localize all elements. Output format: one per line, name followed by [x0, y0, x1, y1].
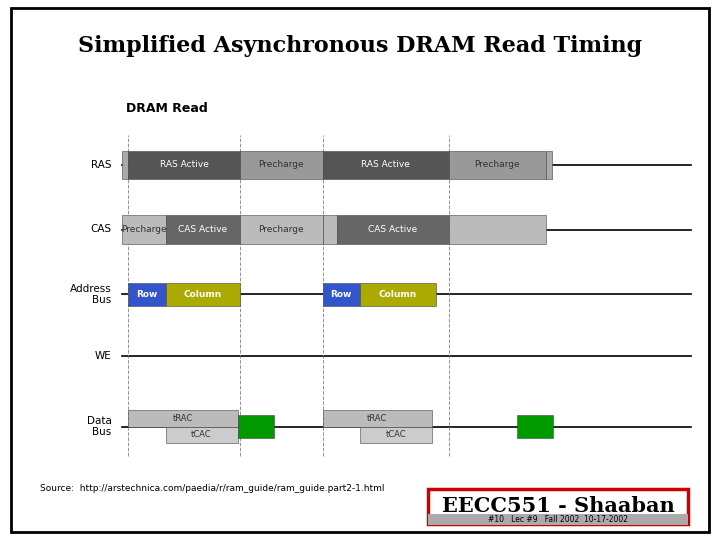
Text: tCAC: tCAC: [192, 430, 212, 439]
Bar: [323, 283, 360, 306]
Bar: [240, 215, 323, 244]
Text: Row: Row: [330, 290, 352, 299]
Text: RAS Active: RAS Active: [160, 160, 208, 169]
Text: Column: Column: [379, 290, 417, 299]
Text: EECC551 - Shaaban: EECC551 - Shaaban: [441, 496, 675, 516]
Bar: [428, 514, 688, 525]
Bar: [360, 283, 436, 306]
Text: CAS Active: CAS Active: [368, 225, 418, 234]
Bar: [337, 215, 449, 244]
Bar: [323, 410, 432, 427]
Bar: [166, 283, 240, 306]
Bar: [238, 415, 274, 438]
Bar: [360, 427, 432, 443]
Bar: [323, 215, 337, 244]
Bar: [128, 283, 166, 306]
Bar: [128, 151, 240, 179]
Text: #10   Lec #9   Fall 2002  10-17-2002: #10 Lec #9 Fall 2002 10-17-2002: [488, 515, 628, 524]
Bar: [323, 151, 449, 179]
Text: Data: Data: [523, 422, 547, 431]
Text: CAS Active: CAS Active: [178, 225, 228, 234]
Text: Precharge: Precharge: [258, 225, 304, 234]
Text: tCAC: tCAC: [386, 430, 406, 439]
Bar: [240, 151, 323, 179]
Bar: [428, 489, 688, 524]
Text: CAS: CAS: [91, 225, 112, 234]
Text: Data: Data: [243, 422, 268, 431]
Text: tRAC: tRAC: [173, 414, 193, 423]
Text: DRAM Read: DRAM Read: [126, 102, 208, 114]
Bar: [122, 151, 128, 179]
Text: Data
Bus: Data Bus: [86, 416, 112, 437]
Text: Precharge: Precharge: [474, 160, 520, 169]
Text: WE: WE: [95, 352, 112, 361]
Text: tRAC: tRAC: [367, 414, 387, 423]
Bar: [546, 151, 552, 179]
Text: Address
Bus: Address Bus: [70, 284, 112, 305]
Bar: [166, 215, 240, 244]
Bar: [517, 415, 553, 438]
Text: Column: Column: [184, 290, 222, 299]
Text: RAS: RAS: [91, 160, 112, 170]
Text: Precharge: Precharge: [258, 160, 304, 169]
Bar: [122, 215, 166, 244]
Text: Precharge: Precharge: [121, 225, 167, 234]
Text: Simplified Asynchronous DRAM Read Timing: Simplified Asynchronous DRAM Read Timing: [78, 35, 642, 57]
Text: Source:  http://arstechnica.com/paedia/r/ram_guide/ram_guide.part2-1.html: Source: http://arstechnica.com/paedia/r/…: [40, 484, 384, 493]
Text: Row: Row: [136, 290, 158, 299]
Bar: [128, 410, 238, 427]
Text: RAS Active: RAS Active: [361, 160, 410, 169]
Bar: [449, 151, 546, 179]
Bar: [166, 427, 238, 443]
Bar: [449, 215, 546, 244]
